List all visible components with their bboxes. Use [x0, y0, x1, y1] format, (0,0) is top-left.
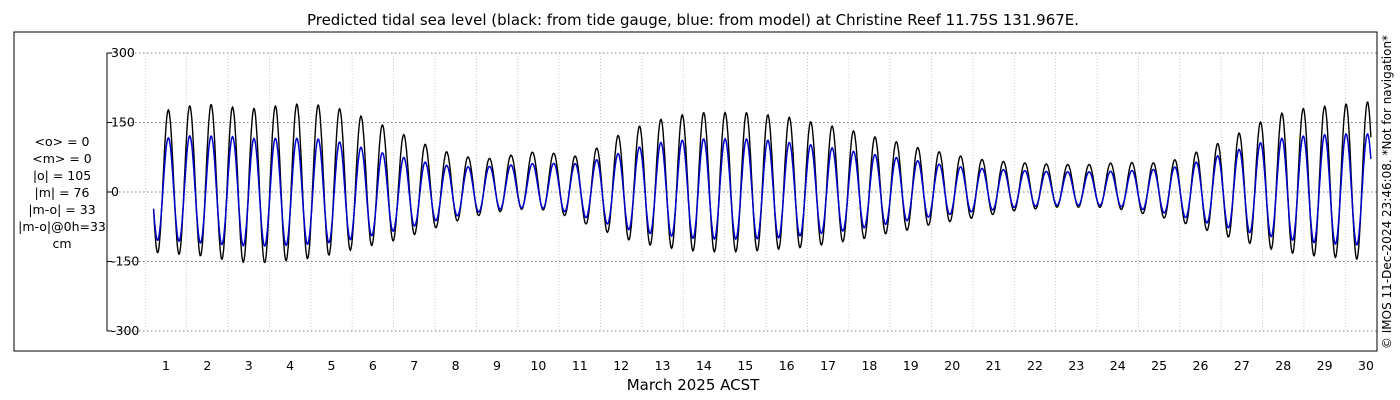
x-tick-label: 12: [613, 358, 629, 373]
grid-lines: [107, 52, 1377, 332]
x-tick-label: 3: [245, 358, 253, 373]
series-lines: [152, 101, 1372, 264]
x-ticks: 1 2 3 4 5 6 7 8 9 10 11 12 13 14 15 16 17 18 19 20 21 22 23 24 2…: [162, 358, 1374, 373]
x-tick-label: 16: [779, 358, 795, 373]
x-tick-label: 26: [1193, 358, 1209, 373]
x-tick-label: 22: [1027, 358, 1043, 373]
x-tick-label: 11: [572, 358, 588, 373]
chart-title: Predicted tidal sea level (black: from t…: [307, 11, 1079, 29]
x-tick-label: 19: [903, 358, 919, 373]
y-tick-label: -150: [111, 254, 139, 269]
x-tick-label: 5: [328, 358, 336, 373]
stat-abs-obs: |o| = 105: [33, 168, 91, 183]
series-model-line: [152, 132, 1372, 247]
stat-abs-diff-0h: |m-o|@0h=33: [18, 219, 106, 234]
stats-panel: <o> = 0 <m> = 0 |o| = 105 |m| = 76 |m-o|…: [18, 134, 106, 251]
x-tick-label: 17: [820, 358, 836, 373]
x-tick-label: 24: [1110, 358, 1126, 373]
y-tick-label: -300: [111, 323, 139, 338]
x-tick-label: 29: [1317, 358, 1333, 373]
y-tick-label: 300: [111, 45, 135, 60]
y-tick-label: 0: [111, 184, 119, 199]
stat-abs-diff: |m-o| = 33: [28, 202, 95, 217]
y-tick-label: 150: [111, 115, 135, 130]
x-tick-label: 4: [286, 358, 294, 373]
x-tick-label: 18: [861, 358, 877, 373]
x-tick-label: 23: [1068, 358, 1084, 373]
x-tick-label: 1: [162, 358, 170, 373]
x-tick-label: 25: [1151, 358, 1167, 373]
x-tick-label: 9: [493, 358, 501, 373]
x-tick-label: 8: [452, 358, 460, 373]
x-tick-label: 15: [737, 358, 753, 373]
x-tick-label: 21: [986, 358, 1002, 373]
stat-abs-model: |m| = 76: [35, 185, 90, 200]
x-axis-label: March 2025 ACST: [627, 376, 760, 394]
x-tick-label: 30: [1358, 358, 1374, 373]
x-tick-label: 20: [944, 358, 960, 373]
x-tick-label: 14: [696, 358, 712, 373]
x-tick-label: 10: [530, 358, 546, 373]
stat-mean-obs: <o> = 0: [35, 134, 90, 149]
x-tick-label: 27: [1234, 358, 1250, 373]
stat-mean-model: <m> = 0: [32, 151, 92, 166]
x-tick-label: 6: [369, 358, 377, 373]
x-tick-label: 2: [203, 358, 211, 373]
x-tick-label: 13: [655, 358, 671, 373]
plot-frame: [13, 31, 1378, 352]
series-tide-gauge-line: [152, 101, 1372, 264]
stat-unit: cm: [52, 236, 71, 251]
x-tick-label: 7: [410, 358, 418, 373]
y-ticks: 300 150 0 -150 -300: [107, 45, 139, 338]
x-tick-label: 28: [1275, 358, 1291, 373]
credit-text: © IMOS 11-Dec-2024 23:46:08. *Not for na…: [1380, 35, 1394, 349]
